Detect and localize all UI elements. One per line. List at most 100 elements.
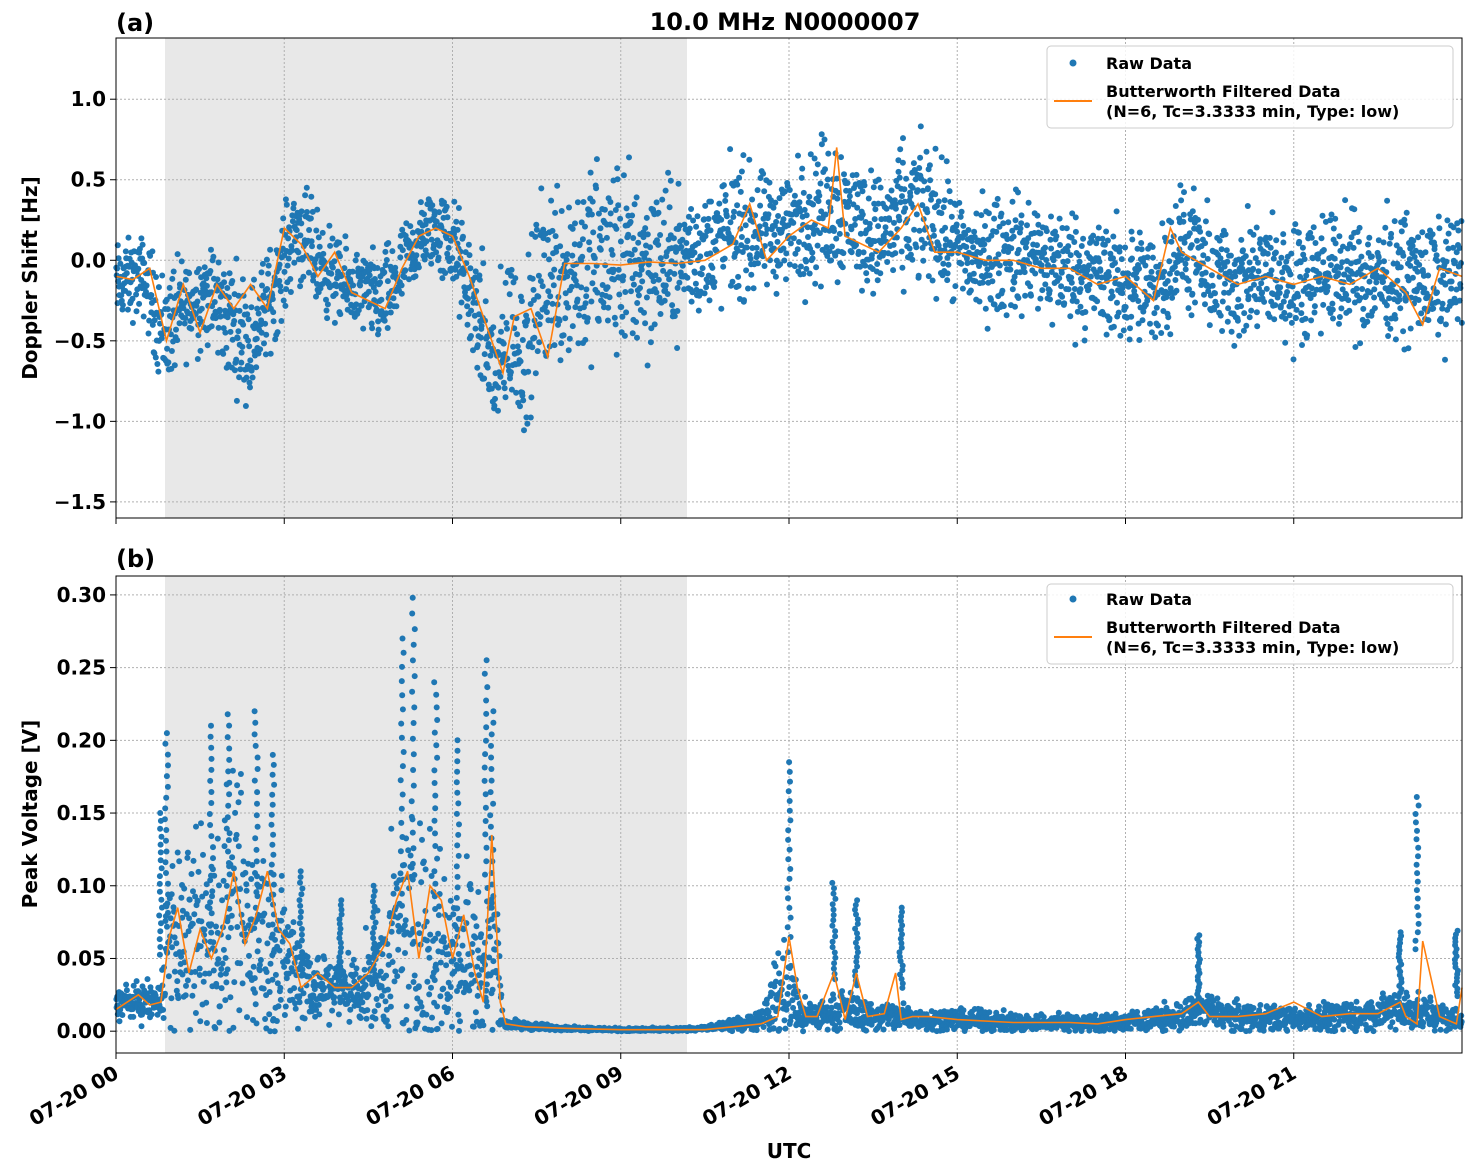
raw-point <box>813 264 820 271</box>
raw-point <box>235 799 242 806</box>
raw-point <box>963 244 970 250</box>
raw-point <box>583 286 590 293</box>
raw-point <box>286 228 293 235</box>
raw-point <box>1189 290 1196 297</box>
raw-point <box>519 337 526 343</box>
raw-point <box>773 218 780 225</box>
raw-point <box>1238 236 1245 243</box>
raw-point <box>558 208 565 214</box>
raw-point <box>1115 309 1122 316</box>
raw-point <box>686 225 693 232</box>
raw-point <box>1012 217 1019 224</box>
raw-point <box>386 952 393 959</box>
raw-point <box>277 283 284 290</box>
raw-point <box>906 245 913 252</box>
raw-point <box>536 321 543 328</box>
raw-point <box>1056 215 1063 222</box>
raw-point <box>1320 301 1327 308</box>
raw-point <box>801 206 808 213</box>
raw-point <box>1005 219 1012 226</box>
raw-point <box>165 359 172 366</box>
raw-point <box>1094 298 1101 305</box>
raw-point <box>197 1018 204 1025</box>
raw-point <box>428 984 434 991</box>
raw-point <box>984 325 991 332</box>
raw-point <box>1224 258 1231 265</box>
raw-point <box>1308 234 1315 241</box>
raw-point <box>125 290 132 297</box>
raw-point <box>1411 254 1418 260</box>
raw-point <box>1197 228 1204 235</box>
raw-point <box>657 255 664 262</box>
raw-point <box>865 195 872 202</box>
raw-point <box>237 366 244 373</box>
raw-point <box>1061 300 1068 307</box>
raw-point <box>614 176 621 183</box>
raw-point <box>148 292 155 299</box>
raw-point <box>574 296 581 303</box>
raw-point <box>564 273 571 280</box>
raw-point <box>637 285 643 291</box>
raw-point <box>485 341 492 347</box>
raw-point <box>117 260 124 267</box>
raw-point <box>625 231 632 238</box>
raw-point <box>753 244 760 251</box>
raw-point <box>129 320 136 326</box>
raw-point <box>424 978 431 985</box>
raw-point <box>426 825 433 832</box>
raw-point <box>324 971 331 978</box>
raw-point <box>606 294 613 301</box>
raw-point <box>781 257 788 264</box>
raw-point <box>375 326 382 333</box>
raw-point <box>410 979 417 985</box>
raw-point <box>283 286 290 293</box>
raw-point <box>437 959 444 966</box>
raw-point <box>941 197 948 204</box>
raw-point <box>612 207 619 213</box>
raw-point <box>902 205 909 212</box>
raw-point <box>301 1015 308 1022</box>
raw-point <box>1219 298 1226 305</box>
raw-point <box>169 863 176 869</box>
raw-point <box>502 279 509 286</box>
raw-point <box>284 924 291 930</box>
raw-point <box>190 888 196 895</box>
raw-point <box>661 297 668 304</box>
raw-point <box>496 369 502 376</box>
raw-point <box>1018 313 1025 320</box>
raw-point <box>747 255 754 262</box>
raw-point <box>1043 228 1050 235</box>
raw-point <box>406 1027 413 1034</box>
raw-point <box>1401 216 1408 223</box>
raw-point <box>210 939 217 946</box>
raw-point <box>196 972 203 978</box>
raw-point <box>1067 313 1074 320</box>
raw-point <box>786 187 793 193</box>
raw-point <box>535 272 542 279</box>
raw-point <box>899 159 906 166</box>
raw-point <box>935 198 942 205</box>
raw-point <box>1455 227 1462 234</box>
raw-point <box>220 946 227 953</box>
raw-point <box>229 854 236 861</box>
raw-point <box>203 282 210 289</box>
raw-point <box>824 176 831 183</box>
raw-point <box>608 247 615 253</box>
raw-point <box>643 294 650 301</box>
raw-point <box>465 295 471 302</box>
raw-point <box>362 924 369 931</box>
raw-point <box>252 989 258 996</box>
raw-point <box>1284 289 1291 295</box>
raw-point <box>809 255 816 262</box>
raw-point <box>1025 199 1032 206</box>
raw-point <box>993 228 1000 235</box>
raw-point <box>123 270 130 277</box>
raw-point <box>1081 337 1088 344</box>
raw-point <box>1058 269 1065 276</box>
raw-point <box>1373 279 1380 286</box>
raw-point <box>1072 228 1079 235</box>
raw-point <box>1351 206 1358 213</box>
raw-point <box>467 265 474 272</box>
raw-point <box>375 1002 382 1009</box>
raw-point <box>584 264 591 271</box>
